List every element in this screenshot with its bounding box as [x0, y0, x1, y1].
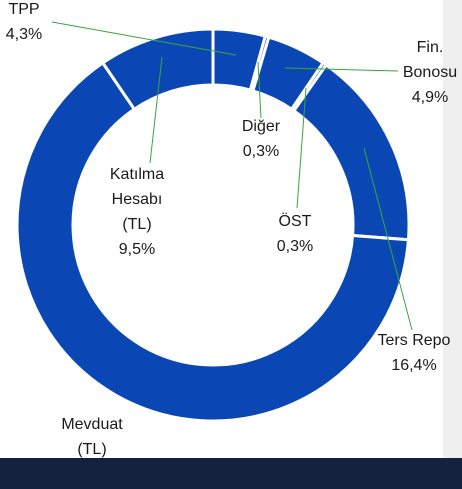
category-label: Katılma Hesabı (TL)	[109, 166, 165, 233]
leader-line	[296, 87, 307, 209]
leader-line	[149, 56, 163, 164]
leader-line	[257, 61, 262, 119]
donut-segment	[15, 60, 411, 423]
category-label: Ters Repo	[377, 332, 451, 349]
value-label: 4,3%	[5, 26, 43, 43]
value-label: 16,4%	[391, 357, 437, 374]
category-label: TPP	[8, 1, 40, 18]
value-label: 0,3%	[242, 143, 280, 160]
data-label: Katılma Hesabı (TL) 9,5%	[101, 162, 173, 262]
data-label: Fin. Bonosu 4,9%	[400, 35, 460, 110]
category-label: ÖST	[278, 213, 312, 230]
value-label: 9,5%	[118, 241, 156, 258]
bottom-bar	[0, 458, 462, 489]
category-label: Diğer	[241, 118, 281, 135]
category-label: Mevduat (TL)	[61, 416, 123, 458]
leader-line	[51, 21, 237, 56]
category-label: Fin. Bonosu	[402, 39, 458, 81]
value-label: 0,3%	[276, 238, 314, 255]
value-label: 4,9%	[411, 89, 449, 106]
data-label: Diğer 0,3%	[231, 114, 291, 164]
data-label: ÖST 0,3%	[270, 209, 320, 259]
leader-line	[284, 67, 399, 72]
data-label: Ters Repo 16,4%	[369, 328, 459, 378]
donut-segment	[100, 27, 215, 112]
side-strip	[443, 0, 462, 458]
data-label: TPP 4,3%	[0, 0, 54, 47]
leader-line	[363, 147, 413, 331]
